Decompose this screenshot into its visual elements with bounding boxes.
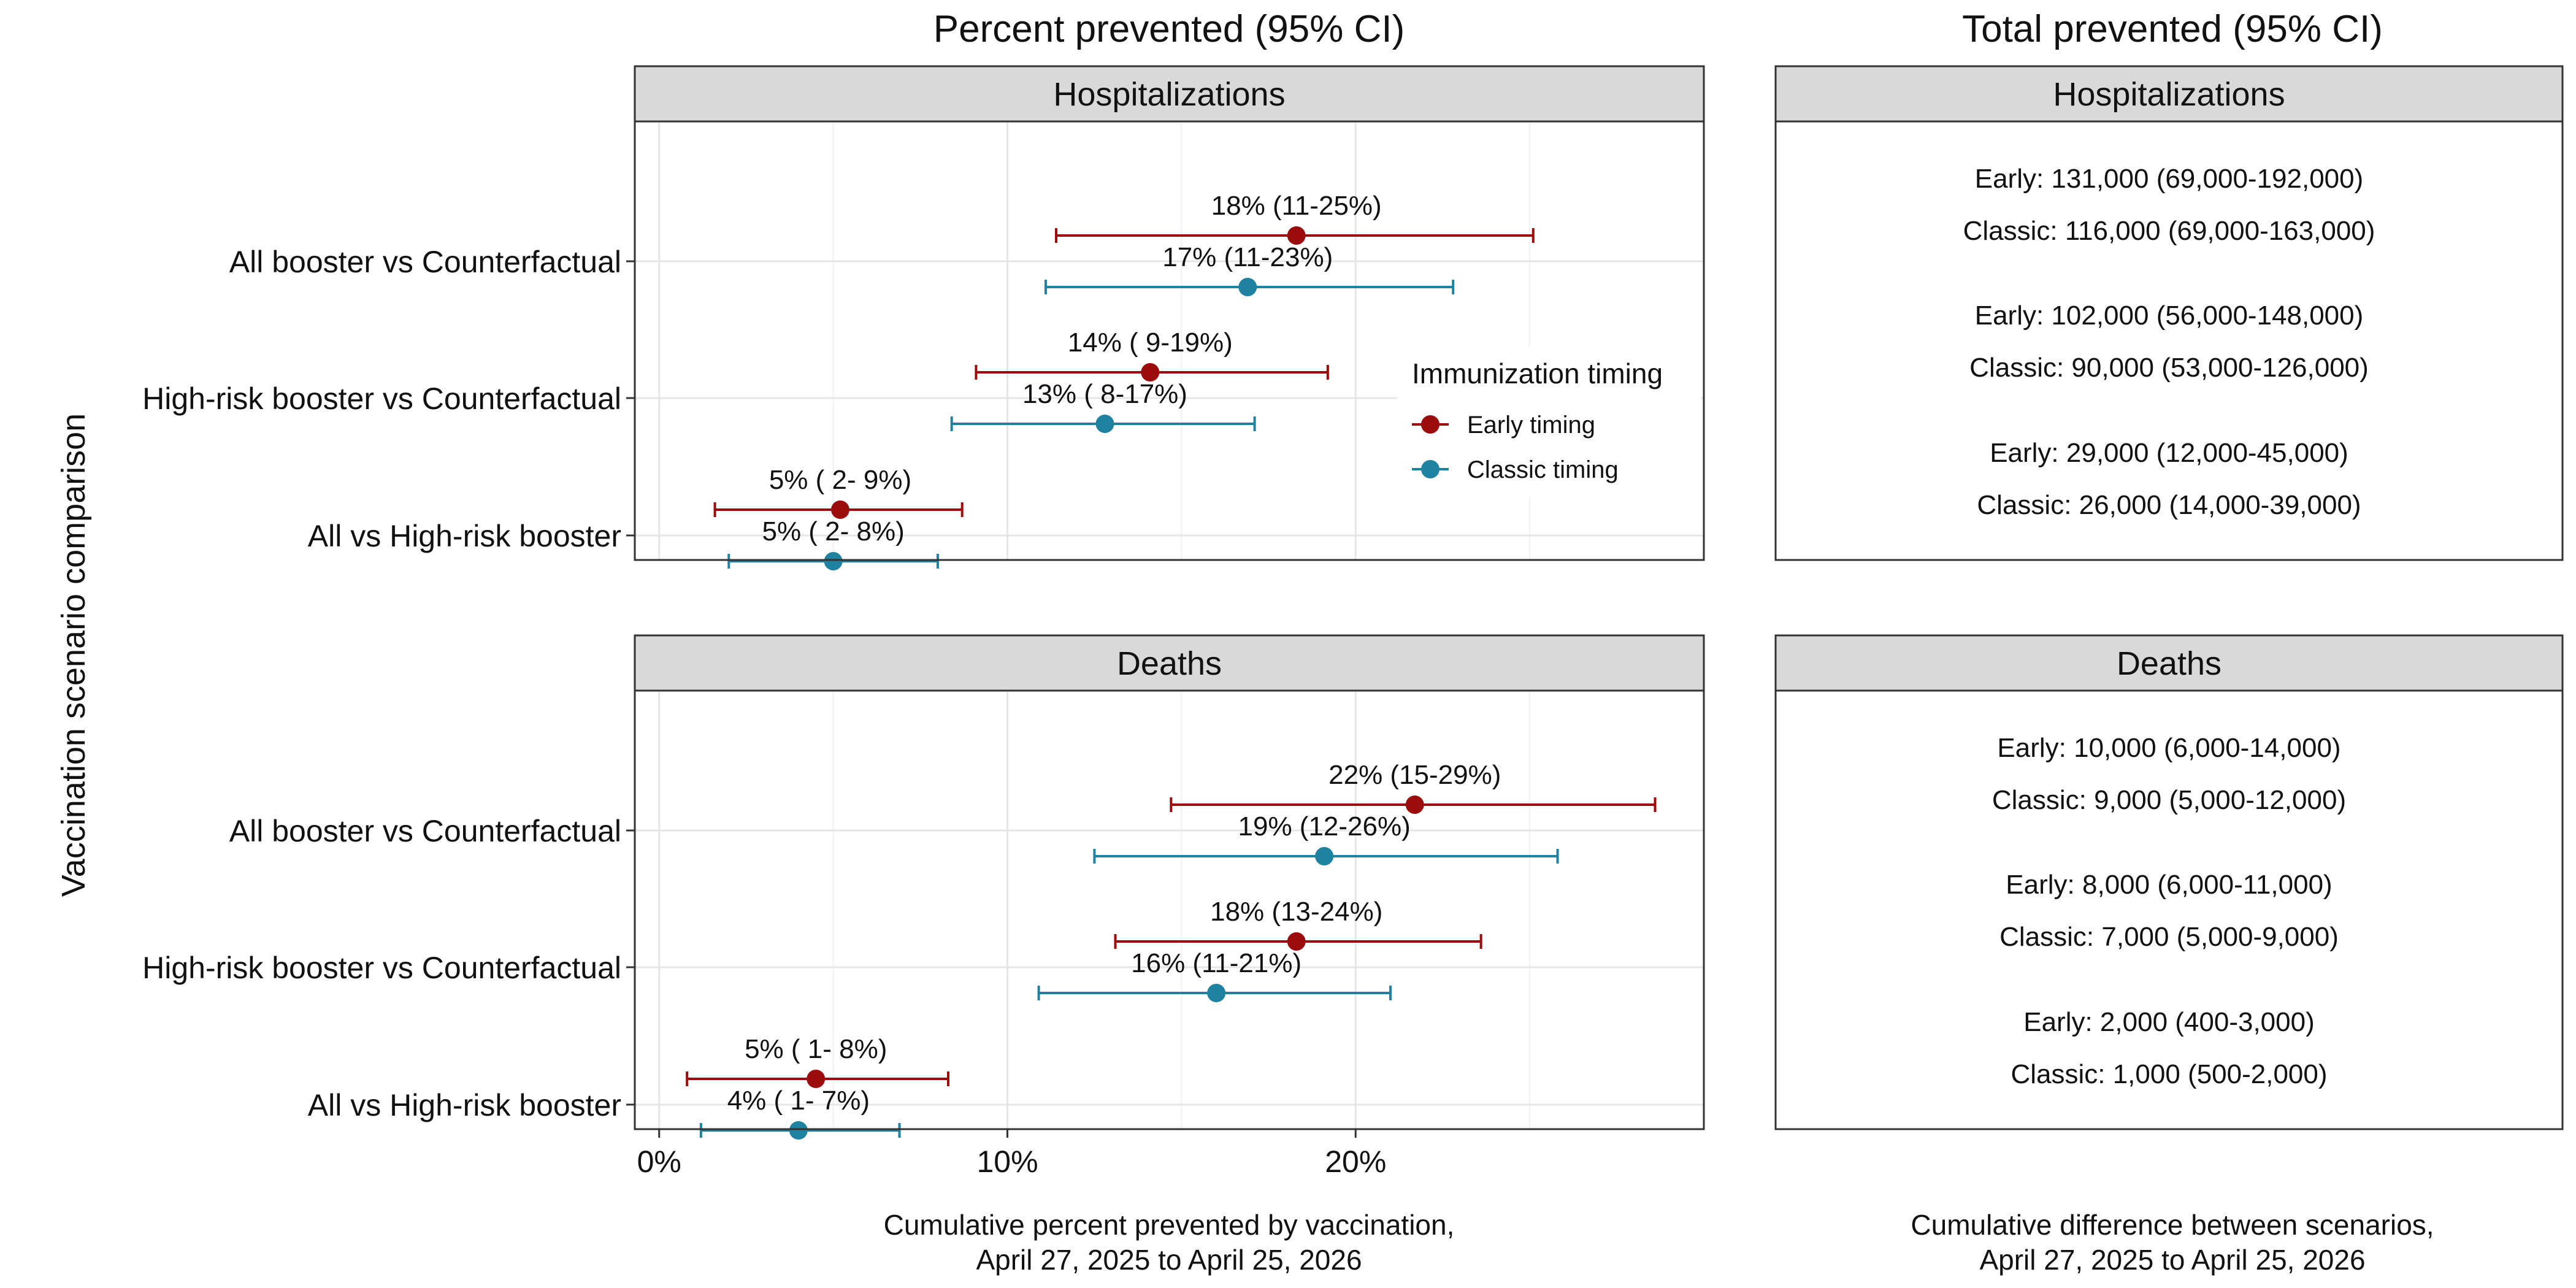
hospitalizations-category-label: All booster vs Counterfactual bbox=[229, 245, 621, 279]
x-tick-label: 20% bbox=[1325, 1144, 1386, 1179]
deaths-data-label-early: 5% ( 1- 8%) bbox=[745, 1034, 887, 1064]
deaths-category-label: High-risk booster vs Counterfactual bbox=[142, 951, 621, 985]
hospitalizations-point-early bbox=[1287, 226, 1306, 245]
y-axis-title: Vaccination scenario comparison bbox=[55, 413, 92, 897]
deaths-total-early-1: Early: 10,000 (6,000-14,000) bbox=[1997, 733, 2340, 763]
hospitalizations-category-label: All vs High-risk booster bbox=[308, 519, 621, 553]
deaths-category-label: All booster vs Counterfactual bbox=[229, 814, 621, 848]
right-x-caption-line-1: Cumulative difference between scenarios, bbox=[1911, 1209, 2434, 1241]
deaths-panel-border bbox=[634, 689, 1705, 1130]
hospitalizations-total-early-1: Early: 131,000 (69,000-192,000) bbox=[1975, 164, 2364, 194]
hospitalizations-data-label-early: 14% ( 9-19%) bbox=[1068, 328, 1233, 358]
hospitalizations-point-classic bbox=[824, 552, 843, 570]
deaths-category-label: All vs High-risk booster bbox=[308, 1088, 621, 1122]
legend-label-early: Early timing bbox=[1467, 412, 1595, 439]
right-section-title: Total prevented (95% CI) bbox=[1962, 8, 2383, 50]
deaths-point-early bbox=[1405, 795, 1424, 814]
left-x-caption-line-1: Cumulative percent prevented by vaccinat… bbox=[884, 1209, 1455, 1241]
hospitalizations-data-label-classic: 17% (11-23%) bbox=[1162, 242, 1333, 272]
legend-label-classic: Classic timing bbox=[1467, 456, 1619, 483]
deaths-strip-label: Deaths bbox=[1117, 645, 1222, 682]
deaths-total-early-2: Early: 8,000 (6,000-11,000) bbox=[2006, 870, 2332, 900]
left-x-caption-line-2: April 27, 2025 to April 25, 2026 bbox=[976, 1244, 1362, 1276]
hospitalizations-totals-strip-label: Hospitalizations bbox=[2053, 76, 2285, 113]
deaths-totals-panel bbox=[1774, 689, 2564, 1130]
hospitalizations-point-classic bbox=[1238, 278, 1257, 296]
deaths-data-label-early: 18% (13-24%) bbox=[1210, 897, 1382, 927]
legend-key-point-early bbox=[1421, 415, 1439, 434]
deaths-data-label-classic: 4% ( 1- 7%) bbox=[727, 1086, 870, 1116]
x-tick-label: 10% bbox=[976, 1144, 1038, 1179]
legend-key-point-classic bbox=[1421, 460, 1439, 478]
hospitalizations-total-early-3: Early: 29,000 (12,000-45,000) bbox=[1990, 438, 2348, 468]
hospitalizations-total-early-2: Early: 102,000 (56,000-148,000) bbox=[1975, 301, 2364, 331]
hospitalizations-category-label: High-risk booster vs Counterfactual bbox=[142, 381, 621, 416]
hospitalizations-data-label-classic: 5% ( 2- 8%) bbox=[762, 516, 904, 546]
hospitalizations-strip-label: Hospitalizations bbox=[1053, 76, 1285, 113]
deaths-data-label-early: 22% (15-29%) bbox=[1328, 760, 1501, 790]
hospitalizations-point-early bbox=[1141, 363, 1160, 381]
hospitalizations-total-classic-3: Classic: 26,000 (14,000-39,000) bbox=[1977, 490, 2361, 520]
hospitalizations-data-label-classic: 13% ( 8-17%) bbox=[1022, 379, 1187, 409]
left-section-title: Percent prevented (95% CI) bbox=[933, 8, 1405, 50]
hospitalizations-total-classic-2: Classic: 90,000 (53,000-126,000) bbox=[1969, 353, 2369, 383]
deaths-total-classic-3: Classic: 1,000 (500-2,000) bbox=[2011, 1059, 2327, 1089]
deaths-totals-strip-label: Deaths bbox=[2117, 645, 2221, 682]
hospitalizations-point-early bbox=[830, 500, 849, 519]
deaths-point-classic bbox=[1207, 984, 1226, 1002]
hospitalizations-total-classic-1: Classic: 116,000 (69,000-163,000) bbox=[1963, 216, 2375, 246]
hospitalizations-data-label-early: 18% (11-25%) bbox=[1211, 191, 1382, 221]
deaths-point-early bbox=[807, 1070, 826, 1088]
right-x-caption-line-2: April 27, 2025 to April 25, 2026 bbox=[1979, 1244, 2365, 1276]
deaths-point-classic bbox=[789, 1121, 808, 1140]
deaths-data-label-classic: 16% (11-21%) bbox=[1131, 948, 1301, 978]
hospitalizations-panel-border bbox=[634, 120, 1705, 561]
deaths-total-classic-1: Classic: 9,000 (5,000-12,000) bbox=[1992, 785, 2346, 815]
deaths-strip bbox=[634, 634, 1705, 692]
x-tick-label: 0% bbox=[637, 1144, 681, 1179]
legend-title: Immunization timing bbox=[1412, 358, 1663, 389]
deaths-point-classic bbox=[1315, 847, 1334, 865]
deaths-total-classic-2: Classic: 7,000 (5,000-9,000) bbox=[1999, 922, 2339, 952]
deaths-data-label-classic: 19% (12-26%) bbox=[1238, 811, 1411, 841]
hospitalizations-totals-strip bbox=[1774, 65, 2564, 123]
legend-background bbox=[1397, 347, 1701, 497]
hospitalizations-strip bbox=[634, 65, 1705, 123]
hospitalizations-point-classic bbox=[1095, 415, 1114, 433]
deaths-total-early-3: Early: 2,000 (400-3,000) bbox=[2023, 1007, 2315, 1037]
hospitalizations-totals-panel bbox=[1774, 120, 2564, 561]
hospitalizations-data-label-early: 5% ( 2- 9%) bbox=[769, 465, 911, 495]
deaths-point-early bbox=[1287, 932, 1306, 951]
